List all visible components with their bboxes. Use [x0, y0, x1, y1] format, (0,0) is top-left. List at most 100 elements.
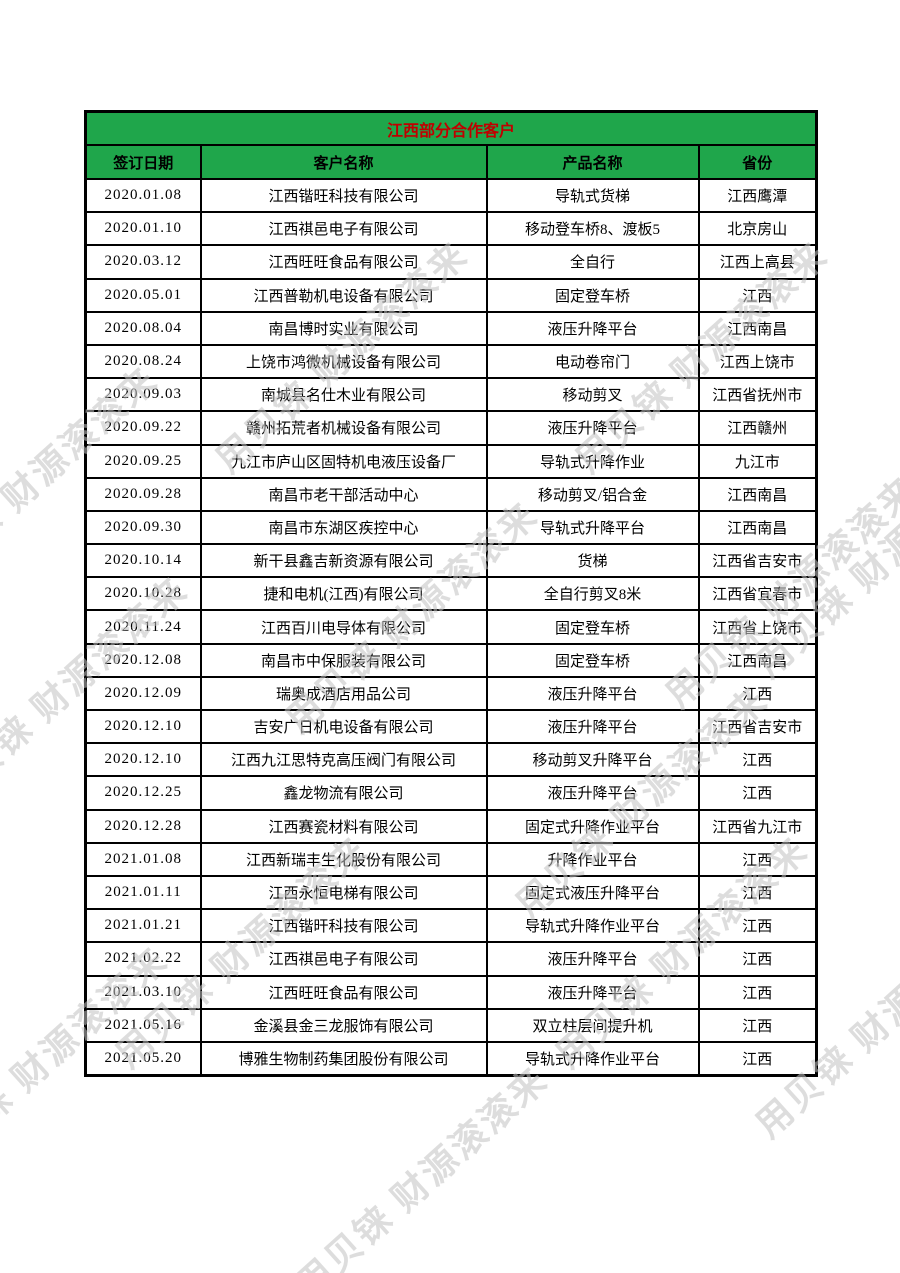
- table-row: 2021.05.20 博雅生物制药集团股份有限公司 导轨式升降作业平台 江西: [84, 1040, 818, 1077]
- cell-customer: 江西普勒机电设备有限公司: [199, 277, 488, 313]
- table-row: 2020.12.10 江西九江思特克高压阀门有限公司 移动剪叉升降平台 江西: [84, 742, 818, 778]
- cell-customer: 江西赛瓷材料有限公司: [199, 808, 488, 844]
- table-row: 2020.09.25 九江市庐山区固特机电液压设备厂 导轨式升降作业 九江市: [84, 443, 818, 479]
- cell-province: 北京房山: [697, 211, 818, 247]
- table-title-row: 江西部分合作客户: [84, 110, 818, 146]
- cell-province: 江西: [697, 775, 818, 811]
- cell-product: 液压升降平台: [485, 941, 700, 977]
- cell-product: 固定式液压升降平台: [485, 874, 700, 911]
- cell-date: 2021.01.08: [84, 841, 202, 877]
- table-row: 2021.02.22 江西祺邑电子有限公司 液压升降平台 江西: [84, 941, 818, 977]
- cell-date: 2020.08.04: [84, 310, 202, 346]
- table-body: 2020.01.08 江西锴旺科技有限公司 导轨式货梯 江西鹰潭 2020.01.10 江…: [84, 177, 818, 1077]
- cell-province: 江西南昌: [697, 509, 818, 546]
- cell-date: 2020.09.30: [84, 509, 202, 546]
- table-row: 2020.01.08 江西锴旺科技有限公司 导轨式货梯 江西鹰潭: [84, 177, 818, 214]
- cell-product: 液压升降平台: [485, 310, 700, 346]
- cell-customer: 江西九江思特克高压阀门有限公司: [199, 742, 488, 778]
- cell-province: 江西赣州: [697, 410, 818, 446]
- table-row: 2020.10.28 捷和电机(江西)有限公司 全自行剪叉8米 江西省宜春市: [84, 576, 818, 612]
- cell-province: 江西: [697, 742, 818, 778]
- cell-product: 固定式升降作业平台: [485, 808, 700, 844]
- customers-table: 江西部分合作客户 签订日期 客户名称 产品名称 省份 2020.01.08 江西锴…: [84, 110, 819, 1078]
- column-header-province: 省份: [697, 144, 818, 180]
- cell-province: 江西: [697, 974, 818, 1010]
- watermark-text: 用贝铼 财源滚滚来: [288, 1058, 556, 1273]
- table-row: 2021.05.16 金溪县金三龙服饰有限公司 双立柱层间提升机 江西: [84, 1007, 818, 1043]
- cell-date: 2020.05.01: [84, 277, 202, 313]
- cell-date: 2021.05.20: [84, 1040, 202, 1077]
- cell-date: 2020.10.28: [84, 576, 202, 612]
- cell-customer: 江西旺旺食品有限公司: [199, 974, 488, 1010]
- table-row: 2020.10.14 新干县鑫吉新资源有限公司 货梯 江西省吉安市: [84, 543, 818, 579]
- cell-product: 移动剪叉升降平台: [485, 742, 700, 778]
- cell-date: 2020.12.28: [84, 808, 202, 844]
- cell-product: 液压升降平台: [485, 775, 700, 811]
- cell-customer: 江西祺邑电子有限公司: [199, 941, 488, 977]
- cell-province: 江西: [697, 941, 818, 977]
- cell-customer: 吉安广日机电设备有限公司: [199, 708, 488, 745]
- table-row: 2020.12.08 南昌市中保服装有限公司 固定登车桥 江西南昌: [84, 642, 818, 678]
- cell-province: 江西省九江市: [697, 808, 818, 844]
- cell-date: 2020.09.25: [84, 443, 202, 479]
- cell-customer: 江西锴旰科技有限公司: [199, 908, 488, 944]
- table-row: 2020.05.01 江西普勒机电设备有限公司 固定登车桥 江西: [84, 277, 818, 313]
- table-row: 2020.11.24 江西百川电导体有限公司 固定登车桥 江西省上饶市: [84, 609, 818, 645]
- cell-date: 2020.09.28: [84, 476, 202, 512]
- cell-province: 九江市: [697, 443, 818, 479]
- table-row: 2020.09.28 南昌市老干部活动中心 移动剪叉/铝合金 江西南昌: [84, 476, 818, 512]
- cell-province: 江西南昌: [697, 476, 818, 512]
- cell-province: 江西南昌: [697, 642, 818, 678]
- cell-product: 货梯: [485, 543, 700, 579]
- table-row: 2020.12.09 瑞奥成酒店用品公司 液压升降平台 江西: [84, 675, 818, 712]
- cell-customer: 金溪县金三龙服饰有限公司: [199, 1007, 488, 1043]
- cell-product: 导轨式升降作业平台: [485, 908, 700, 944]
- cell-product: 固定登车桥: [485, 642, 700, 678]
- cell-product: 升降作业平台: [485, 841, 700, 877]
- cell-product: 移动登车桥8、渡板5: [485, 211, 700, 247]
- table-row: 2020.12.10 吉安广日机电设备有限公司 液压升降平台 江西省吉安市: [84, 708, 818, 745]
- cell-date: 2021.01.21: [84, 908, 202, 944]
- cell-customer: 新干县鑫吉新资源有限公司: [199, 543, 488, 579]
- cell-province: 江西上高县: [697, 244, 818, 280]
- cell-date: 2021.01.11: [84, 874, 202, 911]
- table-row: 2020.09.03 南城县名仕木业有限公司 移动剪叉 江西省抚州市: [84, 377, 818, 413]
- cell-product: 液压升降平台: [485, 708, 700, 745]
- table-row: 2020.01.10 江西祺邑电子有限公司 移动登车桥8、渡板5 北京房山: [84, 211, 818, 247]
- cell-province: 江西: [697, 1007, 818, 1043]
- table-row: 2021.01.08 江西新瑞丰生化股份有限公司 升降作业平台 江西: [84, 841, 818, 877]
- table-row: 2020.12.25 鑫龙物流有限公司 液压升降平台 江西: [84, 775, 818, 811]
- cell-date: 2020.10.14: [84, 543, 202, 579]
- cell-product: 导轨式升降作业平台: [485, 1040, 700, 1077]
- cell-product: 移动剪叉: [485, 377, 700, 413]
- cell-province: 江西上饶市: [697, 343, 818, 380]
- cell-customer: 南昌市中保服装有限公司: [199, 642, 488, 678]
- cell-province: 江西: [697, 1040, 818, 1077]
- cell-product: 全自行剪叉8米: [485, 576, 700, 612]
- cell-customer: 赣州拓荒者机械设备有限公司: [199, 410, 488, 446]
- cell-date: 2020.09.22: [84, 410, 202, 446]
- cell-date: 2020.09.03: [84, 377, 202, 413]
- cell-date: 2020.12.09: [84, 675, 202, 712]
- cell-customer: 南昌市东湖区疾控中心: [199, 509, 488, 546]
- cell-province: 江西: [697, 675, 818, 712]
- cell-date: 2020.08.24: [84, 343, 202, 380]
- cell-product: 固定登车桥: [485, 277, 700, 313]
- cell-date: 2020.12.10: [84, 708, 202, 745]
- cell-customer: 江西永恒电梯有限公司: [199, 874, 488, 911]
- cell-customer: 江西新瑞丰生化股份有限公司: [199, 841, 488, 877]
- cell-product: 导轨式升降平台: [485, 509, 700, 546]
- table-title: 江西部分合作客户: [84, 110, 818, 146]
- cell-date: 2021.03.10: [84, 974, 202, 1010]
- cell-product: 移动剪叉/铝合金: [485, 476, 700, 512]
- column-header-row: 签订日期 客户名称 产品名称 省份: [84, 144, 818, 180]
- cell-date: 2020.12.08: [84, 642, 202, 678]
- cell-customer: 江西旺旺食品有限公司: [199, 244, 488, 280]
- table-row: 2021.01.21 江西锴旰科技有限公司 导轨式升降作业平台 江西: [84, 908, 818, 944]
- table-row: 2020.08.24 上饶市鸿微机械设备有限公司 电动卷帘门 江西上饶市: [84, 343, 818, 380]
- column-header-product: 产品名称: [485, 144, 700, 180]
- table-row: 2020.03.12 江西旺旺食品有限公司 全自行 江西上高县: [84, 244, 818, 280]
- table-row: 2020.09.30 南昌市东湖区疾控中心 导轨式升降平台 江西南昌: [84, 509, 818, 546]
- cell-product: 电动卷帘门: [485, 343, 700, 380]
